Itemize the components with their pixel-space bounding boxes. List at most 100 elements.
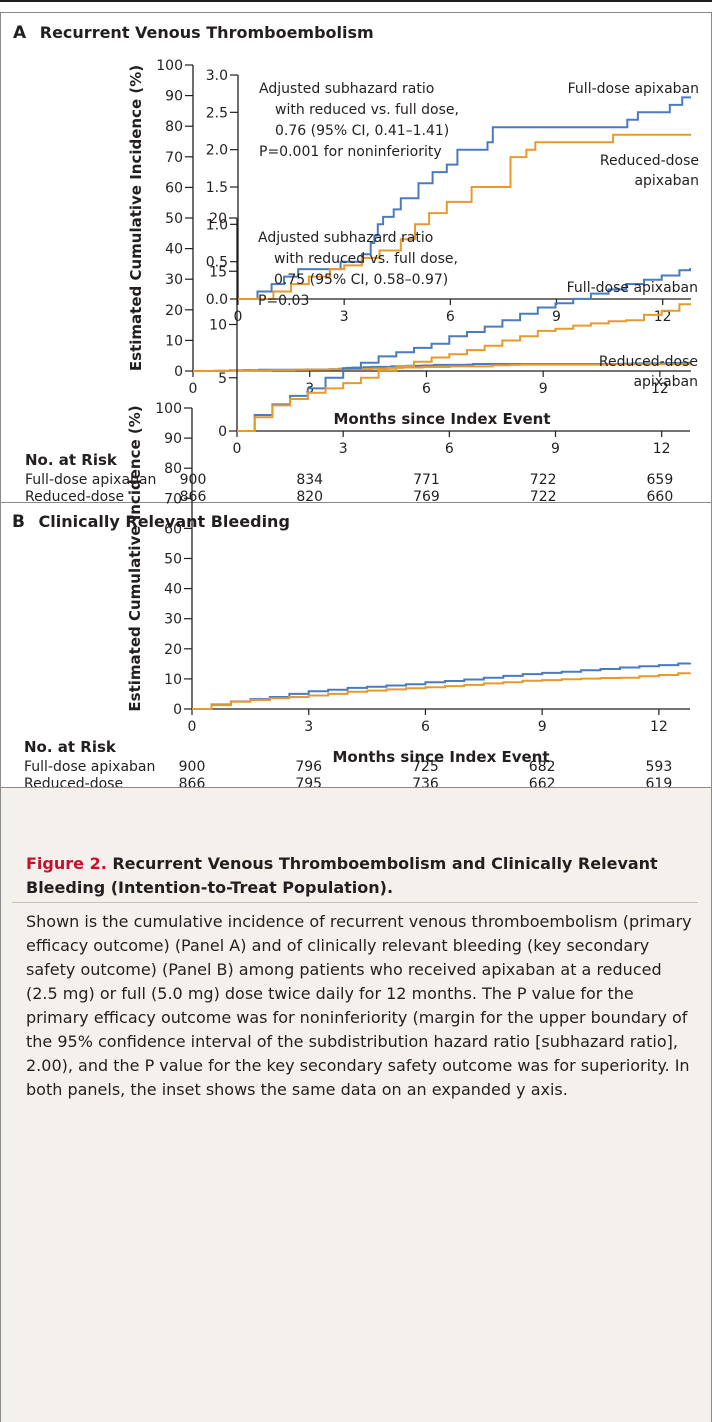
panel-a-risk-full-label: Full-dose apixaban [25, 472, 157, 488]
panel-b-heading: B Clinically Relevant Bleeding [12, 512, 290, 532]
panel-a-risk-full-value: 771 [413, 472, 440, 488]
panel-b [0, 502, 712, 789]
panel-b-inset-ytick-label: 15 [209, 264, 227, 280]
panel-b-inset-xtick-label: 9 [551, 441, 560, 457]
panel-b-main-xtick-label: 3 [304, 719, 313, 735]
panel-b-main-xtick-label: 6 [421, 719, 430, 735]
panel-b-risk-full-value: 725 [412, 759, 439, 775]
panel-a-risk-full-value: 659 [647, 472, 674, 488]
panel-a-main-xtick-label: 0 [189, 381, 198, 397]
panel-a-inset-line-reduced-dose [238, 133, 691, 300]
panel-b-main-line-full-dose [192, 662, 691, 710]
panel-a-main-ytick-label: 40 [165, 242, 183, 258]
panel-a-annotation-line: with reduced vs. full dose, [275, 102, 459, 118]
panel-a-main-ytick-label: 90 [165, 89, 183, 105]
panel-b-main-line-reduced-dose [192, 672, 691, 710]
panel-a-inset-xtick-label: 9 [552, 309, 561, 325]
panel-b-main-ytick-label: 100 [155, 401, 182, 417]
panel-a-annotation-line: P=0.001 for noninferiority [259, 144, 442, 160]
panel-b-inset-line-full-dose [237, 268, 691, 432]
panel-a-main-ytick-label: 20 [165, 303, 183, 319]
panel-a-main-xtick-label: 6 [422, 381, 431, 397]
panel-a-risk-reduced-value: 722 [530, 489, 557, 505]
panel-a-risk-reduced-value: 820 [296, 489, 323, 505]
panel-b-label-reduced-dose-2: apixaban [633, 374, 698, 390]
panel-a-main-ytick-label: 80 [165, 119, 183, 135]
panel-b-risk-full-value: 900 [179, 759, 206, 775]
panel-b-main-ytick-label: 90 [164, 431, 182, 447]
panel-a-title: Recurrent Venous Thromboembolism [39, 23, 374, 42]
panel-b-main-xtick-label: 9 [538, 719, 547, 735]
caption-box [0, 787, 712, 1422]
panel-b-inset-xtick-label: 3 [339, 441, 348, 457]
panel-a-inset-ytick-label: 2.0 [206, 143, 228, 159]
panel-b-label-reduced-dose-1: Reduced-dose [599, 354, 698, 370]
panel-b-content: B Clinically Relevant Bleeding 0 10 20 30 40… [0, 211, 712, 808]
panel-b-main-ytick-label: 10 [164, 672, 182, 688]
panel-b-main-ytick-label: 80 [164, 461, 182, 477]
panel-b-annotation-line: 0.75 (95% CI, 0.58–0.97) [274, 272, 448, 288]
caption-title: Figure 2. Recurrent Venous Thromboemboli… [26, 852, 686, 900]
panel-a-annotation-line: 0.76 (95% CI, 0.41–1.41) [275, 123, 449, 139]
panel-b-inset-xtick-label: 6 [445, 441, 454, 457]
panel-b-main-ytick-label: 30 [164, 612, 182, 628]
panel-b-inset-ytick-label: 10 [209, 318, 227, 334]
panel-a-inset-ytick-label: 2.5 [206, 105, 228, 121]
panel-b-annotation-line: Adjusted subhazard ratio [258, 230, 433, 246]
panel-a-inset-line-full-dose [238, 96, 691, 300]
panel-b-y-axis-label: Estimated Cumulative Incidence (%) [126, 405, 144, 711]
panel-a-annotation-line: Adjusted subhazard ratio [259, 81, 434, 97]
panel-a-letter: A [13, 23, 27, 43]
panel-a-label-reduced-dose-1: Reduced-dose [600, 153, 699, 169]
panel-a-risk-full-value: 722 [530, 472, 557, 488]
panel-a-main-ytick-label: 30 [165, 272, 183, 288]
panel-a-risk-full-value: 900 [180, 472, 207, 488]
panel-b-risk-title: No. at Risk [24, 738, 116, 756]
panel-a-inset-ytick-label: 0.0 [206, 292, 228, 308]
panel-b-inset-xtick-label: 0 [233, 441, 242, 457]
panel-a-main-line-reduced-dose [193, 363, 691, 372]
panel-a-risk-full-value: 834 [296, 472, 323, 488]
panel-b-main-xtick-label: 0 [188, 719, 197, 735]
panel-a-inset-xtick-label: 6 [446, 309, 455, 325]
panel-b-main-ytick-label: 70 [164, 491, 182, 507]
panel-b-main-ytick-label: 20 [164, 642, 182, 658]
caption-figure-label: Figure 2. [26, 854, 107, 873]
panel-a-inset-xtick-label: 0 [234, 309, 243, 325]
panel-b-annotation-line: P=0.03 [258, 293, 309, 309]
panel-a-inset-ytick-label: 1.5 [206, 180, 228, 196]
panel-a-risk-title: No. at Risk [25, 451, 117, 469]
panel-a-main-xtick-label: 12 [651, 381, 669, 397]
panel-b-title: Clinically Relevant Bleeding [38, 512, 290, 531]
panel-b-risk-full-value: 796 [295, 759, 322, 775]
panel-a-x-axis-label: Months since Index Event [333, 410, 550, 428]
panel-a-main-ytick-label: 50 [165, 211, 183, 227]
panel-b-letter: B [12, 512, 25, 532]
panel-b-inset-line-reduced-dose [237, 303, 691, 432]
panel-b-inset-xtick-label: 12 [653, 441, 671, 457]
panel-b-risk-full-value: 682 [529, 759, 556, 775]
panel-b-main-ytick-label: 60 [164, 521, 182, 537]
panel-a-main-ytick-label: 100 [156, 58, 183, 74]
panel-b-risk-full-value: 593 [646, 759, 673, 775]
panel-a-main-ytick-label: 60 [165, 180, 183, 196]
panel-b-inset-ytick-label: 20 [209, 211, 227, 227]
panel-a-risk-reduced-value: 769 [413, 489, 440, 505]
panel-a-y-axis-label: Estimated Cumulative Incidence (%) [127, 65, 145, 371]
panel-b-main-ytick-label: 40 [164, 582, 182, 598]
panel-a-main-ytick-label: 0 [174, 364, 183, 380]
panel-a-risk-reduced-label-1: Reduced-dose [25, 489, 125, 505]
top-rule [0, 0, 712, 2]
panel-a-main-xtick-label: 9 [539, 381, 548, 397]
panel-b-risk-full-label: Full-dose apixaban [24, 759, 156, 775]
panel-a-label-reduced-dose-2: apixaban [634, 173, 699, 189]
panel-b-x-axis-label: Months since Index Event [332, 748, 549, 766]
panel-a-inset-xtick-label: 3 [340, 309, 349, 325]
panel-a-main-ytick-label: 10 [165, 333, 183, 349]
panel-b-label-full-dose: Full-dose apixaban [567, 280, 698, 296]
caption-divider [12, 902, 698, 903]
panel-a-inset-xtick-label: 12 [654, 309, 672, 325]
panel-b-annotation-line: with reduced vs. full dose, [274, 251, 458, 267]
